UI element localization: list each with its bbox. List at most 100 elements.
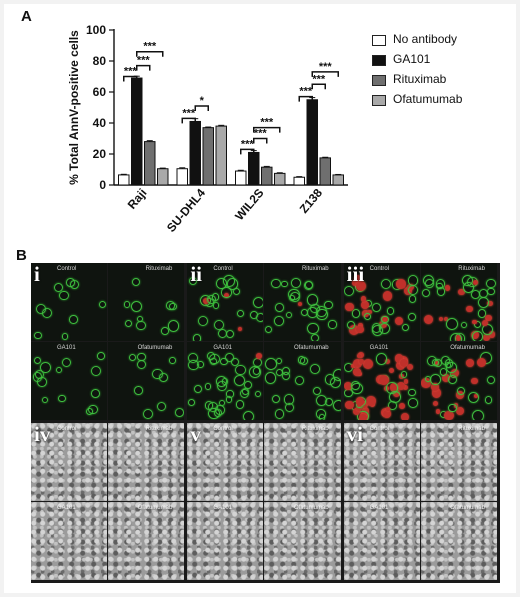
stained-cell-dot <box>355 397 365 406</box>
stained-cell-dot <box>471 377 478 385</box>
stained-cell-dot <box>193 384 202 393</box>
stained-cell-dot <box>136 315 143 323</box>
bar-no-antibody <box>118 174 130 186</box>
stained-cell-dot <box>439 368 448 376</box>
quadrant-label: Control <box>369 426 389 432</box>
micrograph-quadrant: Ofatumumab <box>420 502 497 580</box>
stained-cell-dot <box>383 385 389 391</box>
stained-cell-dot <box>400 358 409 368</box>
stained-cell-dot <box>88 405 98 415</box>
micrograph-quadrant: GA101 <box>343 342 420 420</box>
bar-ga101 <box>306 99 318 186</box>
stained-cell-dot <box>129 353 137 361</box>
y-tick-label: 40 <box>93 116 107 130</box>
significance-stars: *** <box>312 73 326 85</box>
bar-ga101 <box>189 120 201 186</box>
quadrant-label: GA101 <box>213 345 233 351</box>
stained-cell-dot <box>352 358 362 369</box>
stained-cell-dot <box>386 307 395 316</box>
stained-cell-dot <box>188 360 199 371</box>
stained-cell-dot <box>383 291 393 301</box>
stained-cell-dot <box>313 387 322 396</box>
stained-cell-dot <box>375 353 388 366</box>
micrograph-quadrant: GA101 <box>187 342 264 420</box>
legend-label-no-antibody: No antibody <box>393 32 458 46</box>
micrograph-quadrant: Control <box>31 423 108 501</box>
stained-cell-dot <box>264 326 272 334</box>
stained-cell-dot <box>274 409 285 420</box>
stained-cell-dot <box>58 395 66 403</box>
stained-cell-dot <box>59 290 69 301</box>
stained-cell-dot <box>309 364 320 375</box>
stained-cell-dot <box>212 302 220 309</box>
significance-bracket <box>253 126 281 133</box>
stained-cell-dot <box>226 278 238 290</box>
stained-cell-dot <box>207 402 218 413</box>
stained-cell-dot <box>211 293 220 301</box>
stained-cell-dot <box>256 352 263 359</box>
quadrant-label: Rituximab <box>301 266 329 272</box>
significance-stars: *** <box>124 66 138 78</box>
stained-cell-dot <box>396 381 405 391</box>
bar-rituximab <box>144 141 156 186</box>
quadrant-label: Ofatumumab <box>293 505 329 511</box>
panel-numeral: ii <box>190 263 202 286</box>
stained-cell-dot <box>91 389 101 398</box>
stained-cell-dot <box>215 278 227 290</box>
quadrant-label: Rituximab <box>145 266 173 272</box>
stained-cell-dot <box>403 379 409 385</box>
micrograph-quadrant: Ofatumumab <box>108 342 185 420</box>
stained-cell-dot <box>460 321 467 328</box>
stained-cell-dot <box>291 278 301 289</box>
micrograph-panel-iv: Control Rituximab GA101 Ofatumumab iv <box>31 423 185 581</box>
stained-cell-dot <box>422 274 435 286</box>
stained-cell-dot <box>352 408 360 416</box>
micrograph-quadrant: Control <box>343 263 420 341</box>
stained-cell-dot <box>166 301 175 311</box>
micrograph-quadrant: Control <box>187 263 264 341</box>
significance-stars: *** <box>143 41 157 53</box>
stained-cell-dot <box>402 323 409 331</box>
micrograph-quadrant: Ofatumumab <box>264 502 341 580</box>
stained-cell-dot <box>456 387 466 396</box>
stained-cell-dot <box>458 288 465 296</box>
stained-cell-dot <box>451 368 460 377</box>
stained-cell-dot <box>66 277 75 287</box>
stained-cell-dot <box>36 377 47 388</box>
panel-numeral: i <box>34 263 40 286</box>
stained-cell-dot <box>352 368 361 376</box>
stained-cell-dot <box>343 285 354 296</box>
stained-cell-dot <box>226 396 233 403</box>
y-tick-label: 100 <box>86 23 106 37</box>
stained-cell-dot <box>359 414 367 420</box>
stained-cell-dot <box>357 354 362 359</box>
quadrant-label: Control <box>369 266 389 272</box>
stained-cell-dot <box>431 383 439 391</box>
stained-cell-dot <box>408 275 419 286</box>
stained-cell-dot <box>366 396 377 406</box>
legend-swatch-no-antibody <box>372 35 386 46</box>
stained-cell-dot <box>124 319 133 328</box>
micrograph-quadrant: Control <box>31 263 108 341</box>
legend-label-ofatumumab: Ofatumumab <box>393 92 463 106</box>
stained-cell-dot <box>123 301 131 309</box>
quadrant-label: GA101 <box>369 505 389 511</box>
stained-cell-dot <box>349 325 360 335</box>
quadrant-label: Rituximab <box>458 426 485 432</box>
stained-cell-dot <box>394 354 404 364</box>
stained-cell-dot <box>307 322 319 335</box>
stained-cell-dot <box>362 310 369 317</box>
legend-swatch-ga101 <box>372 55 386 66</box>
stained-cell-dot <box>41 396 48 403</box>
stained-cell-dot <box>202 297 210 304</box>
stained-cell-dot <box>343 382 352 391</box>
stained-cell-dot <box>357 410 369 420</box>
micrograph-quadrant: Rituximab <box>108 263 185 341</box>
micrograph-quadrant: Control <box>187 423 264 501</box>
stained-cell-dot <box>352 280 358 287</box>
stained-cell-dot <box>264 358 277 370</box>
stained-cell-dot <box>264 371 277 384</box>
quadrant-label: Ofatumumab <box>450 505 485 511</box>
stained-cell-dot <box>488 330 496 338</box>
stained-cell-dot <box>310 303 320 314</box>
